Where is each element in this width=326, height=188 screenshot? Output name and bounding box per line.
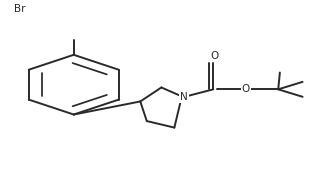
Text: N: N: [180, 92, 188, 102]
Text: Br: Br: [14, 4, 25, 14]
Text: O: O: [211, 51, 219, 61]
Text: O: O: [242, 84, 250, 94]
